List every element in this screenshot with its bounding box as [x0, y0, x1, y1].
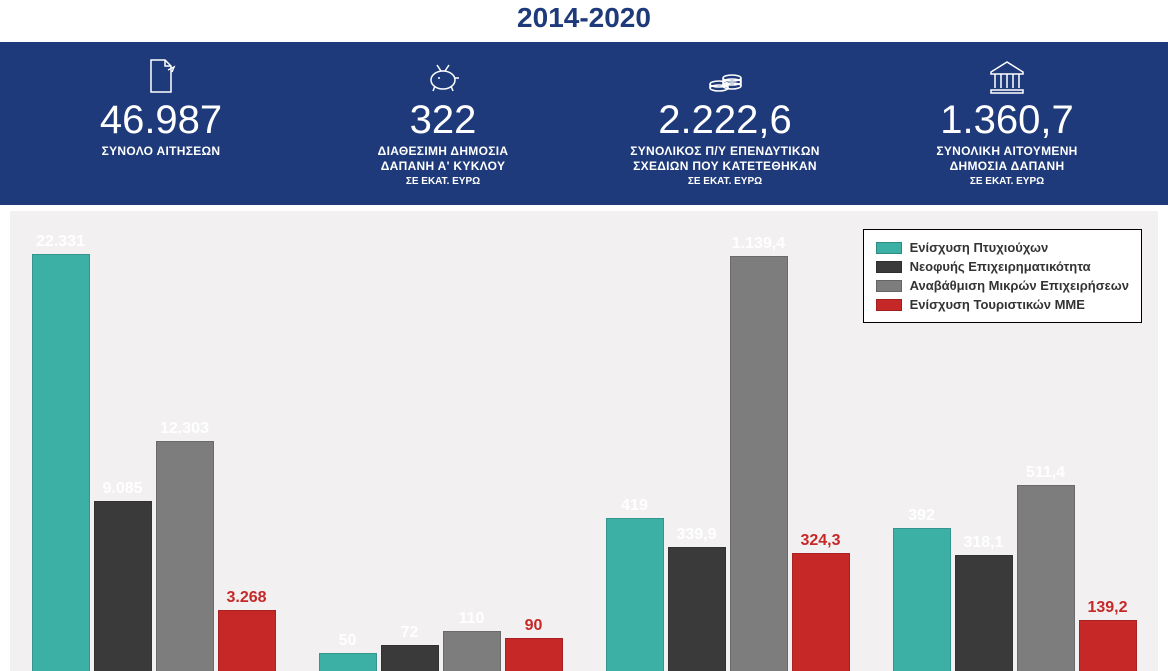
bar: 90	[505, 638, 563, 671]
bar-value-label: 339,9	[676, 526, 716, 544]
coins-icon	[584, 56, 866, 96]
bar: 318,1	[955, 555, 1013, 671]
bar: 392	[893, 528, 951, 671]
bar-value-label: 12.303	[160, 420, 209, 438]
bar: 22.331	[32, 254, 90, 671]
stat-value: 322	[302, 100, 584, 140]
document-icon	[20, 56, 302, 96]
stat-label: ΔΙΑΘΕΣΙΜΗ ΔΗΜΟΣΙΑΔΑΠΑΝΗ Α' ΚΥΚΛΟΥ	[302, 144, 584, 174]
bar: 419	[606, 518, 664, 671]
bar-value-label: 324,3	[800, 532, 840, 550]
bar-value-label: 22.331	[36, 233, 85, 251]
bar: 324,3	[792, 553, 850, 671]
bar: 3.268	[218, 610, 276, 671]
bar: 12.303	[156, 441, 214, 671]
bar: 72	[381, 645, 439, 671]
stat-value: 46.987	[20, 100, 302, 140]
legend-text: Ενίσχυση Τουριστικών ΜΜΕ	[910, 297, 1085, 312]
legend-row: Ενίσχυση Πτυχιούχων	[876, 238, 1129, 257]
stat-sublabel: ΣΕ ΕΚΑΤ. ΕΥΡΩ	[584, 176, 866, 187]
legend-swatch	[876, 280, 902, 292]
bar-value-label: 110	[459, 610, 485, 628]
legend-text: Νεοφυής Επιχειρηματικότητα	[910, 259, 1091, 274]
stat-box: 1.360,7 ΣΥΝΟΛΙΚΗ ΑΙΤΟΥΜΕΝΗΔΗΜΟΣΙΑ ΔΑΠΑΝΗ Σ…	[866, 56, 1148, 187]
bar-value-label: 9.085	[102, 480, 142, 498]
legend-row: Νεοφυής Επιχειρηματικότητα	[876, 257, 1129, 276]
bar: 9.085	[94, 501, 152, 671]
stat-box: 2.222,6 ΣΥΝΟΛΙΚΟΣ Π/Υ ΕΠΕΝΔΥΤΙΚΩΝΣΧΕΔΙΩΝ …	[584, 56, 866, 187]
stat-sublabel: ΣΕ ΕΚΑΤ. ΕΥΡΩ	[302, 176, 584, 187]
legend-row: Ενίσχυση Τουριστικών ΜΜΕ	[876, 295, 1129, 314]
bar: 139,2	[1079, 620, 1137, 671]
stat-label: ΣΥΝΟΛΙΚΟΣ Π/Υ ΕΠΕΝΔΥΤΙΚΩΝΣΧΕΔΙΩΝ ΠΟΥ ΚΑΤ…	[584, 144, 866, 174]
stat-box: 322 ΔΙΑΘΕΣΙΜΗ ΔΗΜΟΣΙΑΔΑΠΑΝΗ Α' ΚΥΚΛΟΥ ΣΕ Ε…	[302, 56, 584, 187]
stat-label: ΣΥΝΟΛΙΚΗ ΑΙΤΟΥΜΕΝΗΔΗΜΟΣΙΑ ΔΑΠΑΝΗ	[866, 144, 1148, 174]
bar-value-label: 419	[621, 497, 648, 515]
bar-group: 507211090	[297, 211, 584, 671]
bar-value-label: 139,2	[1087, 599, 1127, 617]
bar-value-label: 392	[908, 507, 935, 525]
bar-value-label: 72	[401, 624, 419, 642]
bank-icon	[866, 56, 1148, 96]
legend-swatch	[876, 261, 902, 273]
legend-swatch	[876, 299, 902, 311]
bar-value-label: 50	[339, 632, 357, 650]
bar-value-label: 1.139,4	[732, 235, 785, 253]
bar: 339,9	[668, 547, 726, 671]
piggy-icon	[302, 56, 584, 96]
stat-sublabel: ΣΕ ΕΚΑΤ. ΕΥΡΩ	[866, 176, 1148, 187]
bar-chart: Ενίσχυση Πτυχιούχων Νεοφυής Επιχειρηματικ…	[10, 211, 1158, 671]
chart-legend: Ενίσχυση Πτυχιούχων Νεοφυής Επιχειρηματικ…	[863, 229, 1142, 323]
bar-value-label: 3.268	[226, 589, 266, 607]
bar-group: 419339,91.139,4324,3	[584, 211, 871, 671]
bar-value-label: 318,1	[963, 534, 1003, 552]
legend-row: Αναβάθμιση Μικρών Επιχειρήσεων	[876, 276, 1129, 295]
legend-text: Ενίσχυση Πτυχιούχων	[910, 240, 1049, 255]
legend-text: Αναβάθμιση Μικρών Επιχειρήσεων	[910, 278, 1129, 293]
bar: 1.139,4	[730, 256, 788, 671]
stat-label: ΣΥΝΟΛΟ ΑΙΤΗΣΕΩΝ	[20, 144, 302, 159]
bar-value-label: 90	[525, 617, 543, 635]
bar-value-label: 511,4	[1026, 464, 1065, 482]
stat-value: 2.222,6	[584, 100, 866, 140]
stats-banner: 46.987 ΣΥΝΟΛΟ ΑΙΤΗΣΕΩΝ322 ΔΙΑΘΕΣΙΜΗ ΔΗΜΟΣΙ…	[0, 42, 1168, 205]
bar: 511,4	[1017, 485, 1075, 671]
legend-swatch	[876, 242, 902, 254]
stat-value: 1.360,7	[866, 100, 1148, 140]
stat-box: 46.987 ΣΥΝΟΛΟ ΑΙΤΗΣΕΩΝ	[20, 56, 302, 159]
bar: 110	[443, 631, 501, 671]
title-years: 2014-2020	[0, 0, 1168, 42]
bar-group: 22.3319.08512.3033.268	[10, 211, 297, 671]
